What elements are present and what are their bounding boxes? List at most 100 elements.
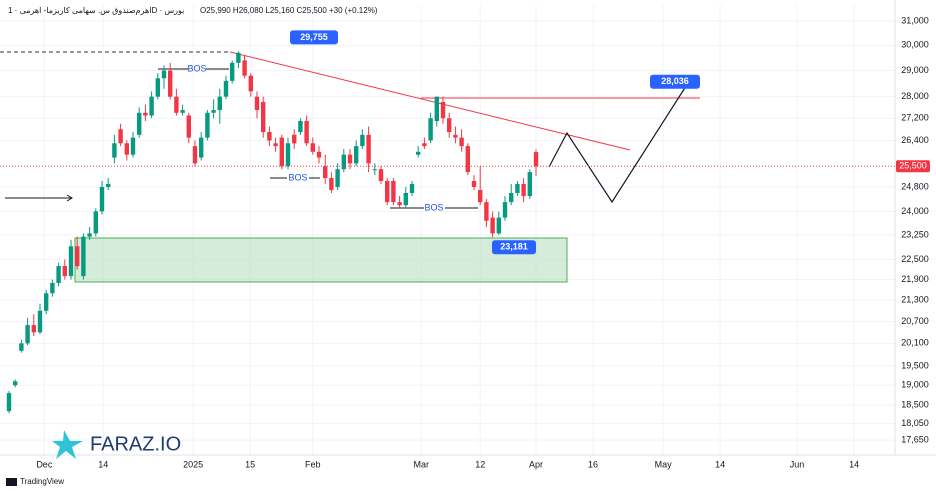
- candle-body: [180, 110, 185, 113]
- candle-body: [62, 266, 67, 277]
- candle-body: [130, 137, 136, 155]
- candle-body: [391, 181, 396, 203]
- candle-body: [484, 202, 489, 221]
- price-callout: [650, 74, 700, 89]
- y-tick-label: 24,800: [901, 181, 929, 191]
- y-tick-label: 20,100: [901, 338, 929, 348]
- y-tick-label: 27,200: [901, 113, 929, 123]
- candle-body: [422, 143, 427, 147]
- candle-body: [161, 70, 167, 79]
- y-tick-label: 31,000: [901, 15, 929, 25]
- candle-body: [496, 217, 502, 234]
- candle-body: [205, 112, 210, 138]
- y-tick-label: 19,500: [901, 360, 929, 370]
- bos-label: BOS: [187, 63, 206, 73]
- candle-body: [12, 381, 18, 386]
- y-tick-label: 21,300: [901, 295, 929, 305]
- candle-body: [25, 325, 30, 344]
- candle-body: [397, 202, 402, 206]
- candle-body: [471, 181, 477, 187]
- candle-body: [74, 246, 80, 267]
- candle-body: [285, 143, 291, 167]
- candle-body: [372, 169, 378, 171]
- candle-body: [354, 146, 359, 164]
- candle-body: [521, 183, 526, 197]
- candle-body: [236, 52, 241, 63]
- candle-body: [273, 143, 278, 147]
- candle-body: [87, 233, 92, 237]
- candle-body: [453, 134, 458, 138]
- candle-body: [478, 189, 483, 203]
- arrow-head: [66, 194, 73, 202]
- candle-body: [502, 202, 508, 218]
- x-tick-label: Mar: [414, 459, 430, 469]
- candle-body: [347, 154, 353, 164]
- bos-label: BOS: [424, 202, 443, 212]
- y-tick-label: 18,500: [901, 399, 929, 409]
- candle-body: [310, 143, 316, 152]
- watermark: FARAZ.IO: [90, 433, 181, 455]
- logo: FARAZ.IO: [52, 430, 181, 459]
- y-tick-label: 17,650: [901, 434, 929, 444]
- candle-body: [533, 152, 539, 167]
- candle-body: [366, 134, 371, 164]
- candle-body: [143, 112, 148, 116]
- x-tick-label: 14: [715, 459, 725, 469]
- price-callout-label: 23,181: [500, 242, 528, 252]
- last-price-box: [896, 160, 930, 173]
- y-tick-label: 18,050: [901, 418, 929, 428]
- candle-body: [167, 70, 173, 97]
- footer-brand: TradingView: [20, 477, 64, 486]
- price-callout: [290, 30, 338, 45]
- candle-body: [428, 118, 433, 141]
- x-tick-label: 14: [849, 459, 859, 469]
- candle-body: [385, 181, 390, 203]
- x-tick-label: 12: [475, 459, 485, 469]
- x-tick-label: Feb: [305, 459, 321, 469]
- candle-body: [447, 118, 452, 133]
- candle-body: [527, 172, 533, 197]
- candle-body: [211, 110, 216, 113]
- candle-body: [440, 101, 446, 119]
- candle-body: [229, 62, 235, 81]
- candle-body: [434, 96, 440, 121]
- x-tick-label: 16: [588, 459, 598, 469]
- price-callout: [492, 240, 536, 255]
- y-tick-label: 22,500: [901, 254, 929, 264]
- candle-body: [267, 132, 272, 141]
- candle-body: [118, 129, 123, 144]
- demand-zone: [74, 237, 568, 283]
- x-tick-label: Dec: [36, 459, 53, 469]
- y-tick-label: 24,000: [901, 206, 929, 216]
- candle-body: [254, 96, 260, 111]
- candle-body: [56, 266, 61, 283]
- candle-body: [416, 151, 421, 155]
- candle-body: [298, 120, 303, 133]
- y-tick-label: 20,700: [901, 316, 929, 326]
- price-callout-label: 28,036: [661, 76, 689, 86]
- candle-body: [217, 96, 222, 111]
- y-tick-label: 26,400: [901, 135, 929, 145]
- candle-body: [43, 293, 49, 311]
- x-tick-label: 2025: [183, 459, 203, 469]
- candle-body: [409, 183, 415, 194]
- candle-body: [329, 178, 334, 190]
- candle-body: [323, 166, 328, 179]
- x-tick-label: May: [655, 459, 673, 469]
- candle-body: [81, 236, 86, 277]
- x-tick-label: Jun: [790, 459, 805, 469]
- candle-body: [341, 154, 347, 170]
- candle-body: [242, 60, 247, 76]
- y-tick-label: 23,250: [901, 229, 929, 239]
- candle-body: [279, 137, 284, 167]
- candle-body: [335, 169, 340, 187]
- ohlc: O25,990 H26,080 L25,160 C25,500 +30 (+0.…: [200, 6, 378, 15]
- projection-path: [548, 82, 689, 204]
- candle-body: [68, 246, 74, 277]
- candle-body: [124, 143, 129, 155]
- candle-body: [136, 112, 142, 135]
- x-tick-label: Apr: [529, 459, 543, 469]
- footer-logo: [6, 478, 17, 486]
- candle-body: [459, 137, 464, 147]
